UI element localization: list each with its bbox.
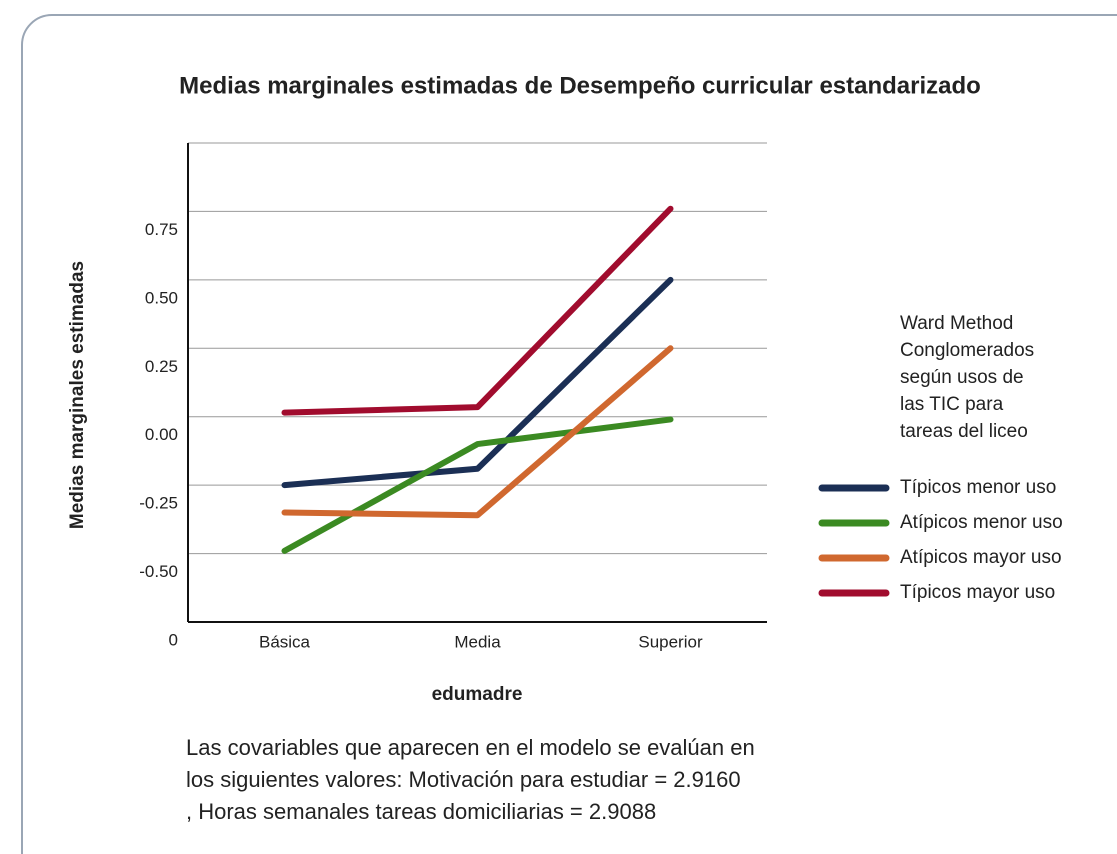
legend-label: Típicos mayor uso <box>900 582 1055 603</box>
y-tick-label: -0.25 <box>139 494 178 513</box>
legend-label: Atípicos menor uso <box>900 512 1063 533</box>
legend-title: Conglomerados <box>900 340 1034 361</box>
y-axis-label: Medias marginales estimadas <box>67 261 88 529</box>
y-tick-label: 0 <box>169 630 178 649</box>
y-tick-label: 0.25 <box>145 357 178 376</box>
legend-title: tareas del liceo <box>900 421 1028 442</box>
series-line <box>281 276 674 489</box>
y-tick-label: -0.50 <box>139 562 178 581</box>
chart-title: Medias marginales estimadas de Desempeño… <box>179 72 981 99</box>
x-tick-label: Media <box>454 632 501 651</box>
x-axis-label: edumadre <box>432 684 523 705</box>
footnote: los siguientes valores: Motivación para … <box>186 767 741 792</box>
footnote: , Horas semanales tareas domiciliarias =… <box>186 799 656 824</box>
series-line <box>281 345 674 519</box>
footnote: Las covariables que aparecen en el model… <box>186 735 755 760</box>
x-tick-label: Superior <box>638 632 703 651</box>
legend-label: Típicos menor uso <box>900 477 1056 498</box>
y-tick-label: 0.75 <box>145 220 178 239</box>
x-tick-label: Básica <box>259 632 311 651</box>
legend-title: Ward Method <box>900 313 1013 334</box>
legend-label: Atípicos mayor uso <box>900 547 1062 568</box>
legend-title: las TIC para <box>900 394 1004 415</box>
y-tick-label: 0.50 <box>145 288 178 307</box>
y-tick-label: 0.00 <box>145 425 178 444</box>
legend-title: según usos de <box>900 367 1024 388</box>
series-line <box>281 205 674 416</box>
